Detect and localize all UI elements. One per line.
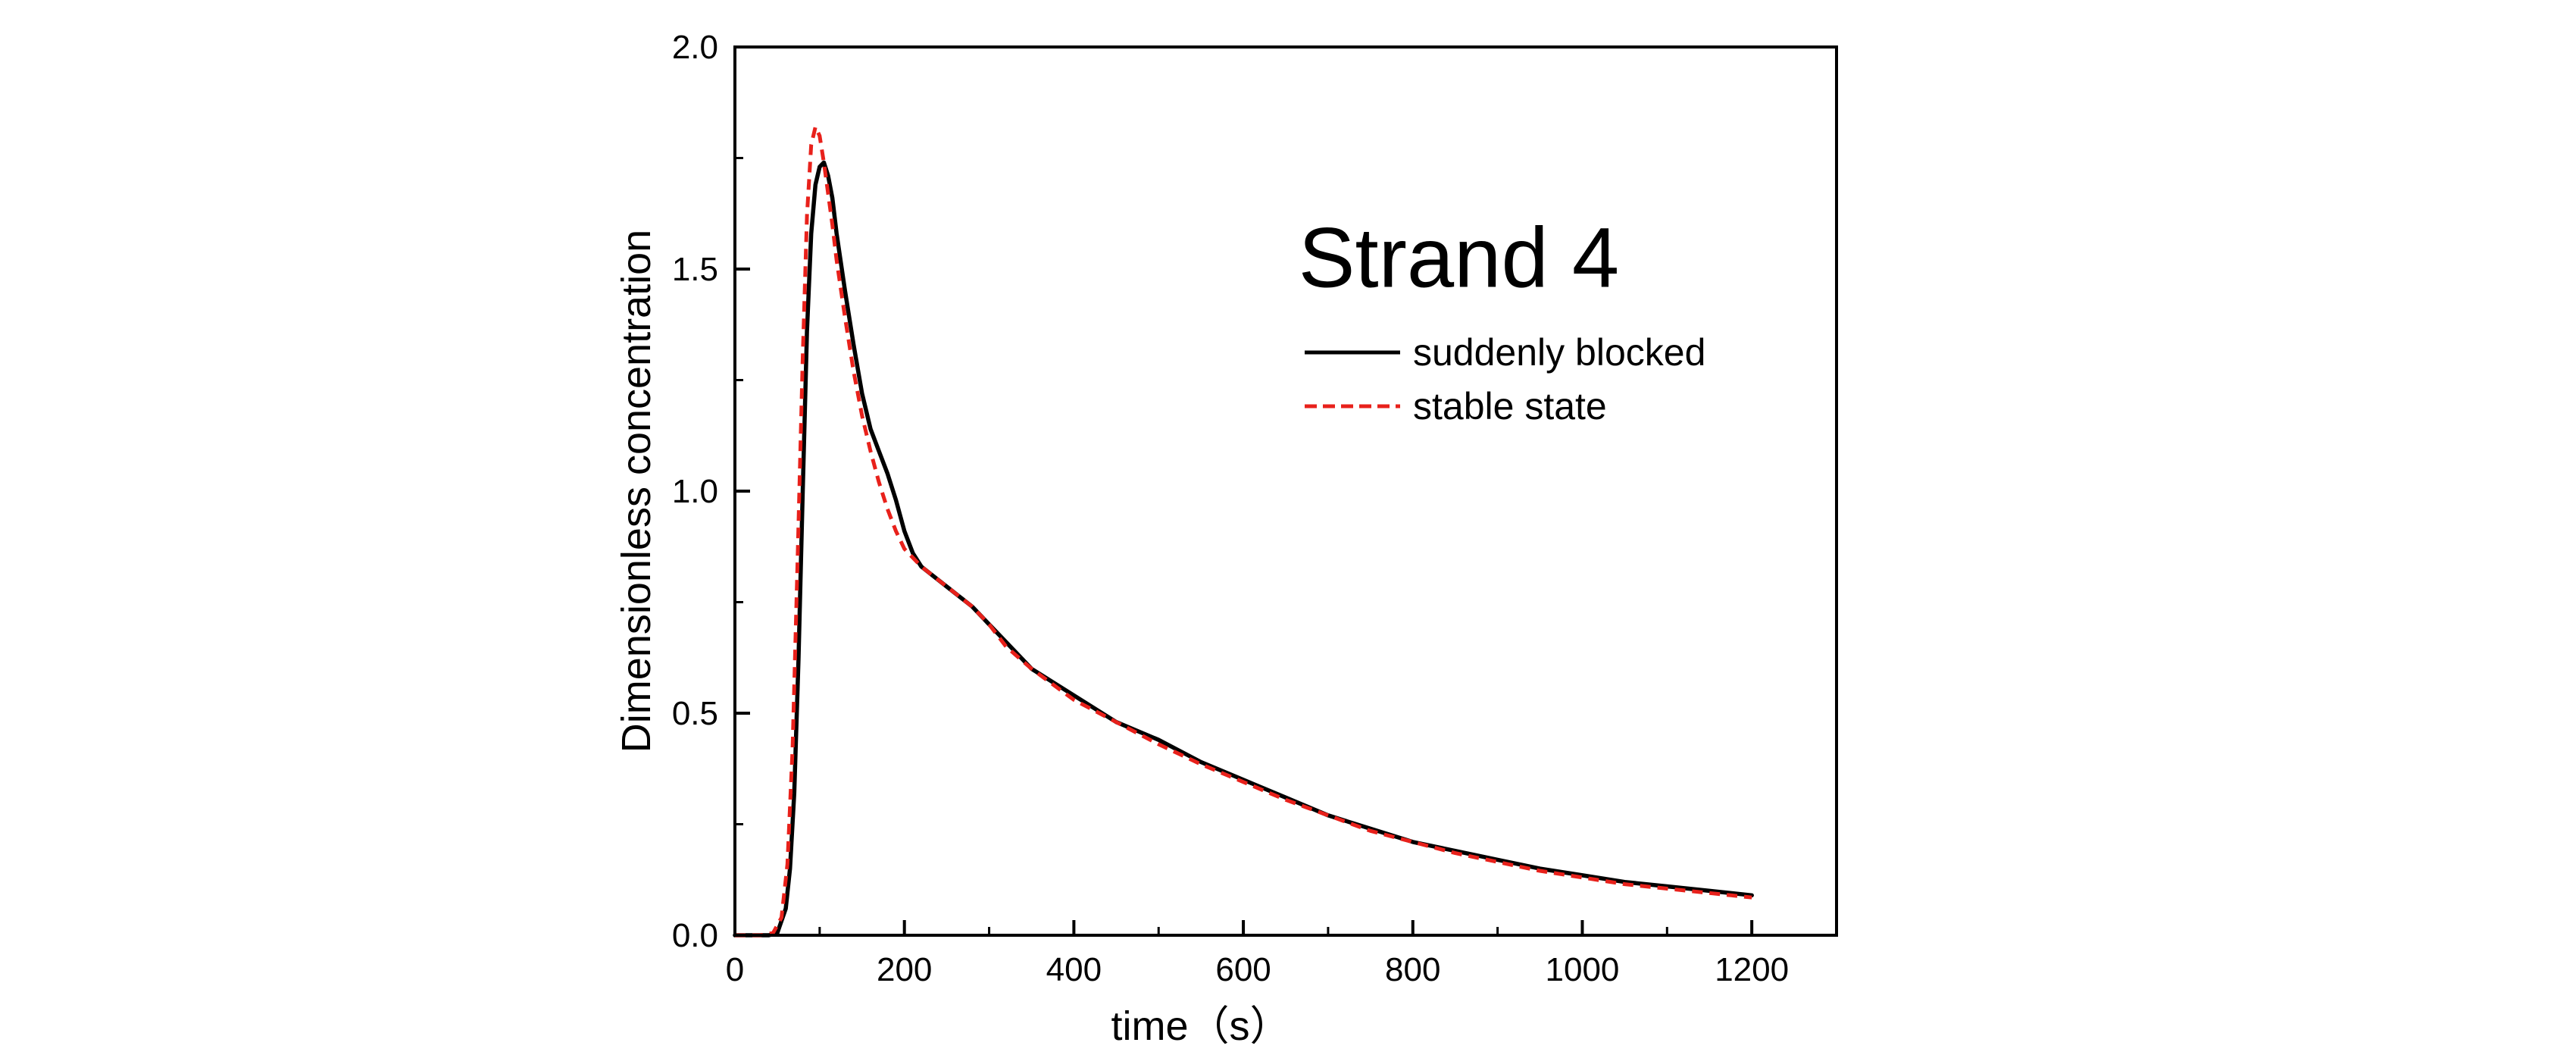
series-lines	[733, 125, 1754, 938]
x-tick-label: 0	[726, 951, 744, 988]
legend-label-suddenly-blocked: suddenly blocked	[1413, 331, 1705, 374]
y-tick-label: 1.0	[672, 473, 718, 510]
legend-label-stable-state: stable state	[1413, 385, 1607, 427]
x-tick-label: 1200	[1715, 951, 1789, 988]
y-tick-label: 0.5	[672, 695, 718, 732]
y-axis-title: Dimensionless concentration	[614, 230, 659, 753]
y-tick-label: 0.0	[672, 917, 718, 954]
series-line-stable-state	[735, 125, 1752, 938]
x-tick-label: 400	[1046, 951, 1102, 988]
y-axis-ticks: 0.0 0.5 1.0 1.5 2.0	[672, 29, 750, 954]
x-axis-ticks: 0 200 400 600 800 1000 1200	[726, 920, 1838, 988]
x-tick-label: 200	[877, 951, 932, 988]
x-tick-label: 800	[1385, 951, 1440, 988]
x-axis-title: time（s）	[1111, 1003, 1290, 1049]
series-line-suddenly-blocked	[733, 160, 1754, 938]
x-tick-label: 1000	[1546, 951, 1620, 988]
chart-annotation: Strand 4	[1299, 210, 1619, 305]
y-tick-label: 1.5	[672, 251, 718, 288]
plot-frame	[733, 45, 1838, 937]
x-tick-label: 600	[1215, 951, 1271, 988]
y-tick-label: 2.0	[672, 29, 718, 66]
legend: suddenly blocked stable state	[1305, 331, 1705, 427]
